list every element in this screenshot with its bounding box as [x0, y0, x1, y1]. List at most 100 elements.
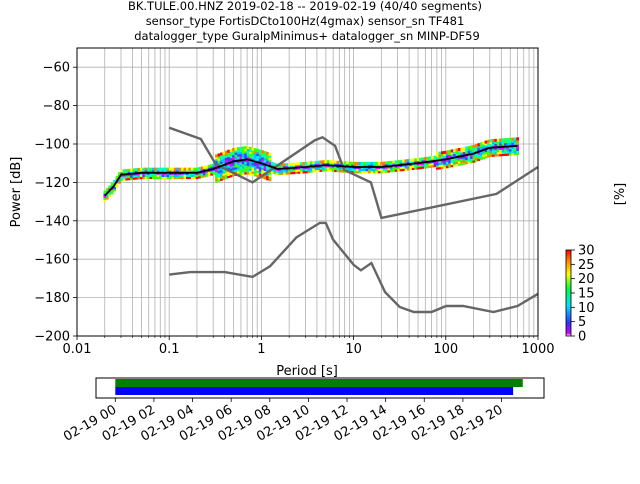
colorbar-tick-label: 25: [578, 258, 595, 273]
density-cell: [297, 162, 301, 166]
density-cell: [285, 169, 289, 173]
density-cell: [419, 157, 422, 161]
density-cell: [222, 151, 226, 155]
density-cell: [448, 154, 452, 158]
density-cell: [411, 160, 415, 164]
density-cell: [487, 141, 490, 145]
density-cell: [501, 146, 505, 150]
density-cell: [467, 148, 471, 152]
density-cell: [484, 151, 488, 155]
density-cell: [173, 167, 177, 171]
density-cell: [239, 146, 243, 150]
density-cell: [261, 154, 265, 158]
density-cell: [353, 161, 357, 165]
density-cell: [239, 157, 243, 161]
density-cell: [484, 140, 488, 144]
density-cell: [465, 148, 469, 152]
density-cell: [508, 152, 512, 156]
density-cell: [263, 165, 267, 169]
density-cell: [190, 167, 194, 171]
density-cell: [195, 176, 199, 180]
density-cell: [440, 161, 444, 165]
density-cell: [448, 149, 452, 153]
y-tick-label: −80: [43, 99, 70, 114]
density-cell: [246, 152, 250, 156]
density-cell: [220, 177, 223, 181]
density-cell: [220, 167, 223, 171]
density-cell: [263, 157, 267, 161]
density-cell: [224, 176, 228, 180]
density-cell: [144, 173, 148, 177]
density-cell: [377, 168, 381, 172]
density-cell: [353, 170, 357, 174]
density-cell: [338, 169, 342, 173]
density-cell: [382, 170, 386, 174]
density-cell: [489, 153, 493, 157]
density-cell: [438, 160, 442, 164]
density-cell: [346, 163, 350, 167]
density-cell: [229, 155, 233, 159]
density-cell: [190, 169, 194, 173]
density-cell: [387, 169, 391, 173]
density-cell: [467, 150, 471, 154]
density-cell: [237, 170, 240, 174]
density-cell: [389, 167, 393, 171]
density-cell: [173, 173, 177, 177]
density-cell: [154, 173, 158, 177]
density-cell: [496, 140, 500, 144]
density-cell: [229, 157, 233, 161]
density-cell: [516, 141, 520, 145]
density-cell: [234, 153, 238, 157]
density-cell: [237, 172, 240, 176]
density-cell: [397, 162, 401, 166]
density-cell: [224, 169, 228, 173]
density-cell: [336, 167, 340, 171]
density-cell: [198, 169, 201, 173]
density-cell: [166, 169, 170, 173]
density-cell: [448, 152, 452, 156]
density-cell: [470, 153, 473, 157]
density-cell: [149, 169, 153, 173]
density-cell: [402, 161, 405, 165]
density-cell: [258, 166, 262, 170]
density-cell: [115, 184, 119, 188]
density-cell: [261, 165, 265, 169]
density-cell: [217, 174, 221, 178]
density-cell: [338, 163, 342, 167]
density-cell: [457, 152, 461, 156]
density-cell: [394, 166, 398, 170]
density-cell: [113, 179, 116, 183]
density-cell: [268, 173, 272, 177]
density-cell: [392, 166, 396, 170]
density-cell: [263, 151, 267, 155]
density-cell: [389, 160, 393, 164]
density-cell: [122, 169, 126, 173]
density-cell: [360, 164, 364, 168]
density-cell: [261, 150, 265, 154]
density-cell: [246, 169, 250, 173]
density-cell: [501, 153, 505, 157]
density-cell: [232, 158, 235, 162]
density-cell: [399, 168, 403, 172]
density-cell: [222, 155, 226, 159]
density-cell: [365, 170, 369, 174]
density-cell: [479, 146, 483, 150]
y-axis-label: Power [dB]: [9, 157, 24, 228]
density-cell: [258, 168, 262, 172]
density-cell: [423, 165, 427, 169]
density-cell: [220, 158, 223, 162]
density-cell: [125, 175, 129, 179]
density-cell: [499, 151, 503, 155]
density-cell: [448, 164, 452, 168]
density-cell: [445, 154, 449, 158]
density-cell: [309, 169, 313, 173]
density-cell: [428, 156, 432, 160]
density-cell: [399, 159, 403, 163]
density-cell: [152, 176, 155, 180]
density-cell: [173, 176, 177, 180]
density-cell: [494, 149, 498, 153]
density-cell: [304, 168, 308, 172]
density-cell: [334, 160, 337, 164]
density-cell: [285, 171, 289, 175]
